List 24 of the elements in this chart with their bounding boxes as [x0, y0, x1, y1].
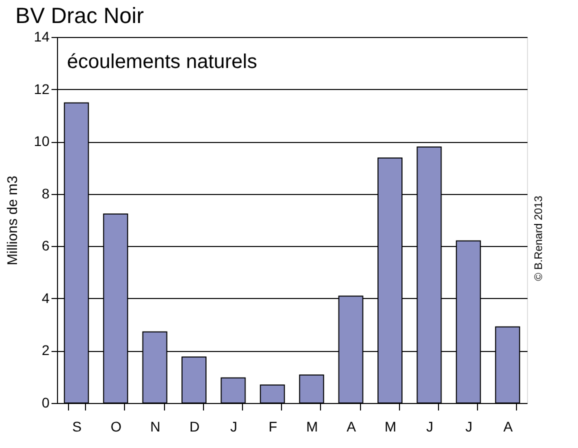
- x-tick-label: D: [189, 418, 200, 434]
- x-tick-label: M: [384, 418, 396, 434]
- y-axis-title: Millions de m3: [4, 176, 20, 266]
- x-tick-label: J: [465, 418, 472, 434]
- x-tick-label: O: [110, 418, 122, 434]
- x-tick-label: J: [426, 418, 434, 434]
- y-tick-label: 6: [42, 238, 50, 254]
- x-tick-label: A: [346, 418, 357, 434]
- y-tick-label: 10: [34, 133, 50, 150]
- x-tick-label: M: [306, 418, 318, 434]
- y-tick-label: 0: [42, 394, 50, 410]
- text: © B.Renard 2013: [533, 196, 545, 281]
- x-tick-label: A: [503, 418, 514, 434]
- y-tick-label: 12: [34, 80, 50, 97]
- y-tick-label: 2: [42, 342, 50, 358]
- x-tick-label: F: [268, 418, 278, 434]
- y-tick-label: 8: [42, 185, 50, 202]
- y-tick-label: 4: [42, 290, 50, 306]
- y-tick-label: 14: [34, 28, 50, 44]
- x-tick-label: S: [72, 418, 82, 434]
- chart-title: BV Drac Noir: [15, 3, 144, 28]
- x-tick-label: J: [230, 418, 238, 434]
- x-tick-label: N: [150, 418, 160, 434]
- text: écoulements naturels: [67, 51, 258, 73]
